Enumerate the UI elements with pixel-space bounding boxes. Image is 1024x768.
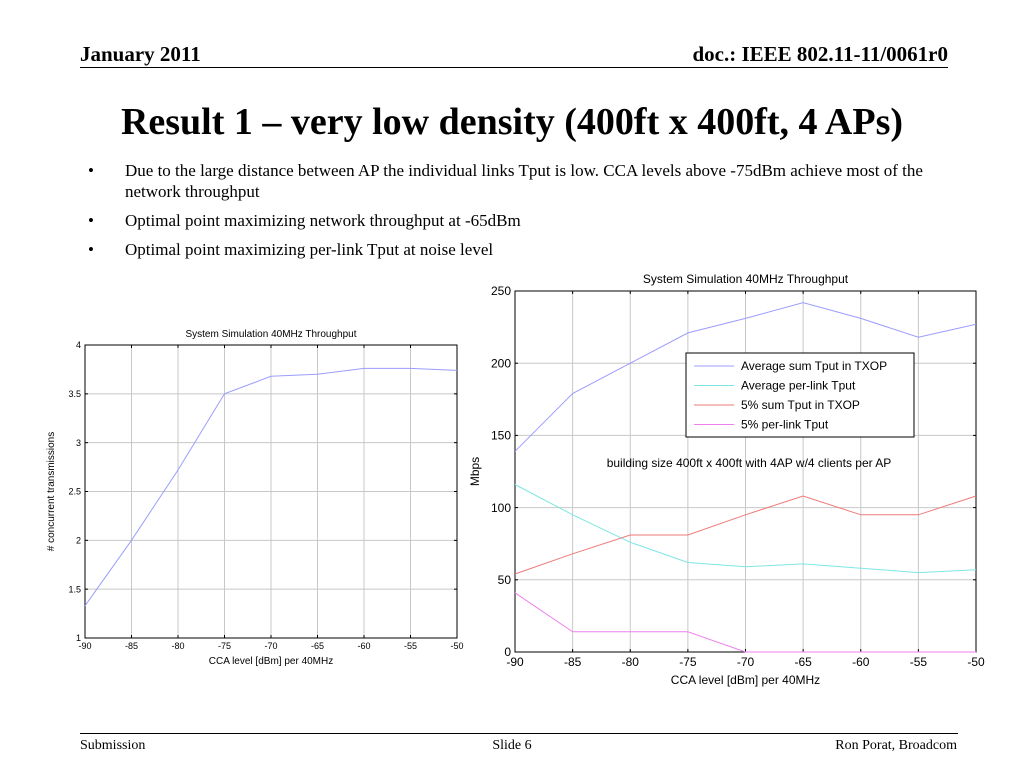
bullet-item: • Optimal point maximizing network throug… — [88, 210, 928, 231]
header-rule — [80, 67, 948, 68]
y-tick-label: 150 — [491, 429, 511, 443]
x-tick-label: -80 — [622, 655, 640, 669]
y-tick-label: 1.5 — [68, 584, 81, 594]
x-axis-label: CCA level [dBm] per 40MHz — [209, 656, 334, 667]
y-tick-label: 100 — [491, 501, 511, 515]
x-tick-label: -55 — [404, 641, 417, 651]
x-tick-label: -85 — [564, 655, 582, 669]
x-tick-label: -90 — [506, 655, 524, 669]
x-axis-label: CCA level [dBm] per 40MHz — [671, 673, 820, 687]
x-tick-label: -70 — [737, 655, 755, 669]
y-tick-label: 4 — [76, 340, 81, 350]
x-tick-label: -50 — [967, 655, 985, 669]
bullet-glyph: • — [88, 240, 94, 259]
y-tick-label: 2 — [76, 535, 81, 545]
x-tick-label: -65 — [311, 641, 324, 651]
legend-entry: Average per-link Tput — [741, 379, 856, 393]
x-tick-label: -85 — [125, 641, 138, 651]
legend-entry: Average sum Tput in TXOP — [741, 359, 887, 373]
x-tick-label: -60 — [357, 641, 370, 651]
bullet-glyph: • — [88, 161, 94, 180]
bullet-item: • Optimal point maximizing per-link Tput … — [88, 239, 928, 260]
x-tick-label: -70 — [264, 641, 277, 651]
footer-slide-number: Slide 6 — [492, 738, 532, 753]
x-tick-label: -60 — [852, 655, 870, 669]
y-tick-label: 250 — [491, 284, 511, 298]
x-tick-label: -90 — [78, 641, 91, 651]
x-tick-label: -50 — [450, 641, 463, 651]
y-axis-label: Mbps — [468, 457, 482, 486]
series-line-2 — [514, 484, 977, 574]
bullet-list: • Due to the large distance between AP th… — [88, 160, 928, 268]
chart-title: System Simulation 40MHz Throughput — [643, 272, 849, 286]
series-line-3 — [514, 495, 977, 575]
footer-rule — [80, 733, 958, 734]
bullet-text: Due to the large distance between AP the… — [125, 161, 923, 201]
series-line-4 — [514, 592, 976, 653]
x-tick-label: -65 — [794, 655, 812, 669]
x-tick-label: -80 — [171, 641, 184, 651]
throughput-chart: -90 -85 -80 -75 -70 -65 -60 -55 -50 0 50 100 150 200 2… — [468, 272, 985, 687]
x-tick-label: -75 — [679, 655, 697, 669]
bullet-text: Optimal point maximizing network through… — [125, 211, 521, 230]
legend-entry: 5% sum Tput in TXOP — [741, 398, 860, 412]
bullet-glyph: • — [88, 211, 94, 230]
series-line-1 — [84, 367, 458, 607]
y-tick-label: 50 — [498, 573, 512, 587]
chart-title: System Simulation 40MHz Throughput — [185, 329, 356, 340]
footer-submission: Submission — [80, 738, 146, 753]
y-tick-label: 3.5 — [68, 389, 81, 399]
header-doc-id: doc.: IEEE 802.11-11/0061r0 — [692, 42, 948, 66]
bullet-item: • Due to the large distance between AP th… — [88, 160, 928, 202]
y-tick-label: 1 — [76, 633, 81, 643]
legend-entry: 5% per-link Tput — [741, 418, 829, 432]
concurrent-transmissions-chart: -90 -85 -80 -75 -70 -65 -60 -55 -50 1 1.5 2 2.5 3 3.5 4… — [46, 329, 464, 667]
chart-annotation: building size 400ft x 400ft with 4AP w/4… — [607, 456, 892, 470]
header-date: January 2011 — [80, 42, 201, 66]
slide-title: Result 1 – very low density (400ft x 400… — [120, 101, 904, 143]
legend-box — [685, 352, 915, 438]
x-tick-label: -55 — [910, 655, 928, 669]
y-tick-label: 2.5 — [68, 487, 81, 497]
footer-author: Ron Porat, Broadcom — [835, 738, 957, 753]
y-axis-label: # concurrent transmissions — [46, 432, 57, 552]
y-tick-label: 3 — [76, 438, 81, 448]
bullet-text: Optimal point maximizing per-link Tput a… — [125, 240, 494, 259]
x-tick-label: -75 — [218, 641, 231, 651]
series-line-1 — [514, 302, 977, 452]
y-tick-label: 0 — [504, 645, 511, 659]
y-tick-label: 200 — [491, 356, 511, 370]
